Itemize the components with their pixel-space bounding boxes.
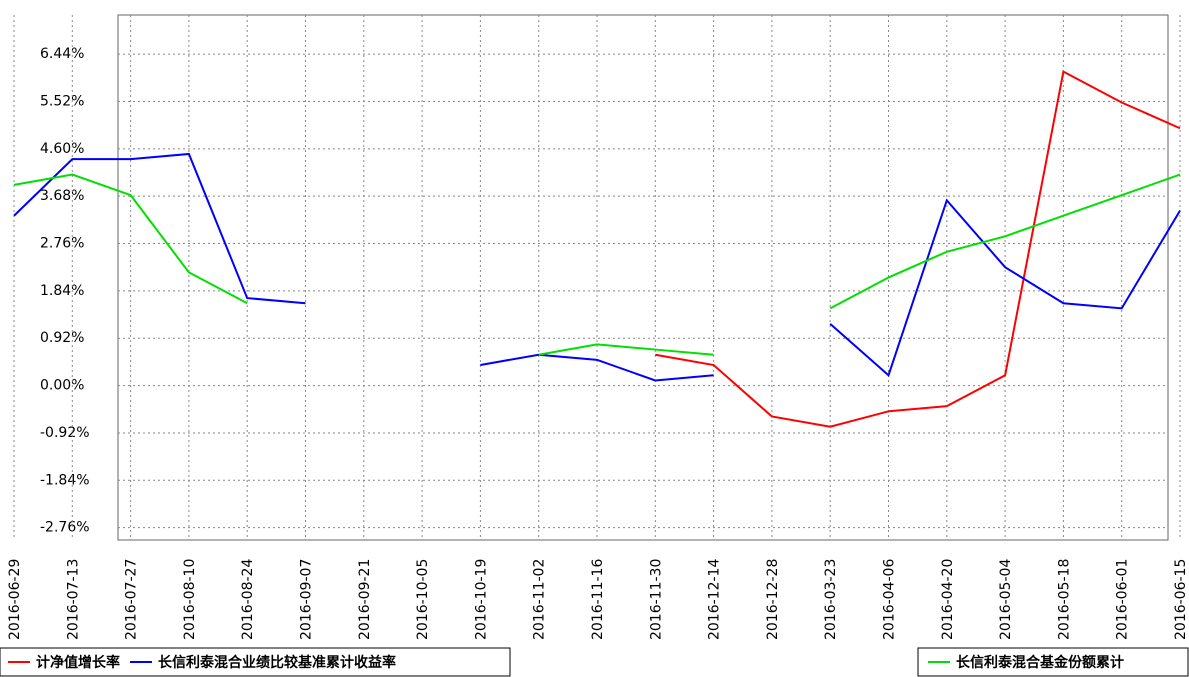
x-tick-label: 2016-11-16 <box>590 559 606 640</box>
x-tick-label: 2016-06-01 <box>1115 559 1131 640</box>
y-tick-label: -0.92% <box>40 425 90 441</box>
x-tick-label: 2016-12-28 <box>765 559 781 640</box>
legend-box-left <box>0 647 511 677</box>
x-tick-label: 2016-08-24 <box>240 559 256 640</box>
y-tick-label: 6.44% <box>40 46 84 62</box>
x-tick-label: 2016-09-07 <box>299 559 315 640</box>
y-tick-label: 2.76% <box>40 236 84 252</box>
x-tick-label: 2016-07-27 <box>124 559 140 640</box>
x-tick-label: 2016-05-04 <box>998 559 1014 640</box>
x-tick-label: 2016-11-30 <box>648 559 664 640</box>
x-tick-label: 2016-05-18 <box>1056 559 1072 640</box>
y-tick-label: 0.92% <box>40 330 84 346</box>
y-tick-label: 5.52% <box>40 93 84 109</box>
x-tick-label: 2016-09-21 <box>357 559 373 640</box>
x-tick-label: 2016-11-02 <box>532 559 548 640</box>
x-tick-label: 2016-08-10 <box>182 559 198 640</box>
legend-label: 计净值增长率 <box>36 654 120 671</box>
y-tick-label: 0.00% <box>40 378 84 394</box>
series-line <box>13 173 1181 356</box>
y-tick-label: -2.76% <box>40 520 90 536</box>
x-tick-label: 2016-06-15 <box>1173 559 1189 640</box>
x-tick-label: 2016-04-20 <box>940 559 956 640</box>
y-tick-label: 1.84% <box>40 283 84 299</box>
y-tick-label: -1.84% <box>40 472 90 488</box>
y-tick-label: 4.60% <box>40 141 84 157</box>
x-tick-label: 2016-10-19 <box>473 559 489 640</box>
x-tick-label: 2016-04-06 <box>882 559 898 640</box>
legend-box-right <box>917 647 1189 677</box>
y-tick-label: 3.68% <box>40 188 84 204</box>
x-tick-label: 2016-12-14 <box>707 559 723 640</box>
x-tick-label: 2016-03-23 <box>823 559 839 640</box>
series-line <box>655 70 1181 428</box>
x-tick-label: 2016-06-29 <box>7 559 23 640</box>
legend-label: 长信利泰混合基金份额累计 <box>956 654 1124 671</box>
legend-label: 长信利泰混合业绩比较基准累计收益率 <box>158 654 396 671</box>
x-tick-label: 2016-07-13 <box>65 559 81 640</box>
x-tick-label: 2016-10-05 <box>415 559 431 640</box>
plot-frame <box>117 14 1169 541</box>
series-line <box>13 152 1181 382</box>
